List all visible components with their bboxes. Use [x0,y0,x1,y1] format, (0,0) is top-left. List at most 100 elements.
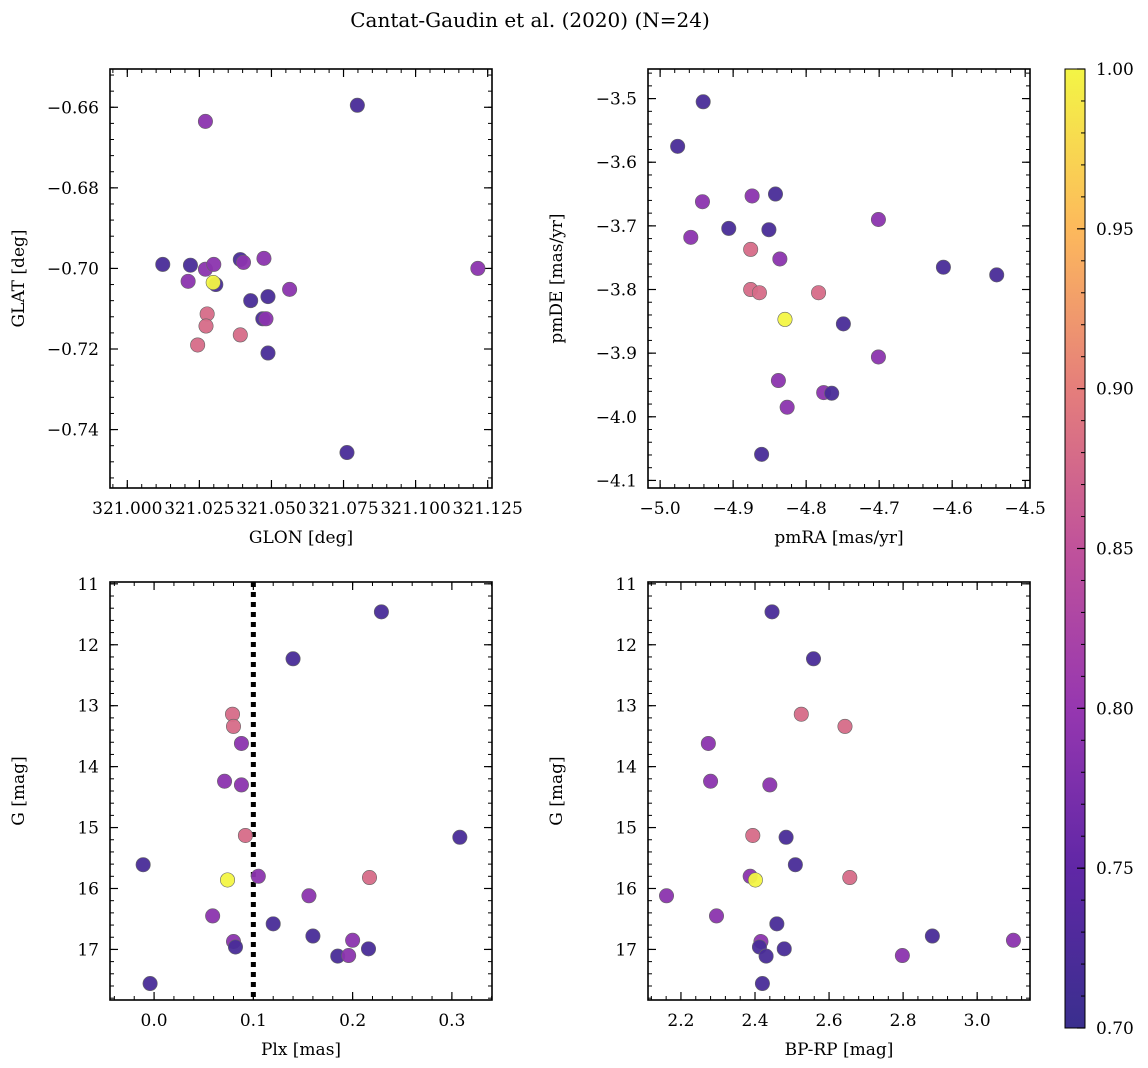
data-point [761,222,777,238]
data-point [452,829,468,845]
data-point [743,241,759,257]
x-tick-label: −5.0 [639,499,680,519]
data-point [745,827,761,843]
data-point [778,829,794,845]
x-tick-label: 2.8 [890,1011,917,1031]
y-tick-label: −0.66 [47,98,99,118]
x-tick-label: 321.075 [308,499,378,519]
y-tick-label: 17 [77,940,99,960]
y-axis-label: GLAT [deg] [9,229,29,327]
y-tick-label: 11 [77,575,99,595]
data-point [235,254,251,270]
data-point [182,257,198,273]
data-point [767,186,783,202]
x-tick-label: −4.6 [932,499,973,519]
data-point [772,251,788,267]
data-point [770,373,786,389]
data-point [762,777,778,793]
y-tick-label: −0.72 [47,340,99,360]
data-point [708,908,724,924]
y-tick-label: 14 [615,758,637,778]
colorbar-tick-label: 0.90 [1096,380,1134,400]
y-tick-label: 13 [77,697,99,717]
data-point [754,446,770,462]
data-point [811,285,827,301]
x-tick-label: −4.5 [1005,499,1046,519]
data-point [751,285,767,301]
data-point [373,604,389,620]
x-tick-label: 321.100 [380,499,450,519]
data-point [341,948,357,964]
data-point [180,273,196,289]
data-point [824,385,840,401]
data-point [747,872,763,888]
data-point [870,212,886,228]
data-point [135,857,151,873]
data-point [894,948,910,964]
data-point [744,188,760,204]
data-point [243,293,259,309]
data-point [301,888,317,904]
data-point [285,651,301,667]
y-tick-label: 15 [615,819,637,839]
data-point [754,976,770,992]
panel-color-magnitude: 2.2 2.4 2.6 2.8 3.0 11 12 13 14 15 16 17 BP-RP [mag]… [547,575,1031,1060]
data-point [339,445,355,461]
data-point [205,275,221,291]
y-tick-label: −0.70 [47,259,99,279]
x-tick-label: 0.0 [141,1011,168,1031]
data-point [220,872,236,888]
data-point [205,908,221,924]
data-point [217,773,233,789]
x-tick-label: −4.8 [786,499,827,519]
y-tick-label: 11 [615,575,637,595]
data-point [935,259,951,275]
y-tick-label: −0.74 [47,421,99,441]
axes-frame [647,581,1031,1001]
y-tick-label: 15 [77,819,99,839]
data-point [361,870,377,886]
data-point [206,256,222,272]
x-tick-label: 3.0 [964,1011,991,1031]
axes-frame [647,68,1031,489]
data-point [700,735,716,751]
y-tick-label: −3.7 [596,217,637,237]
x-tick-label: 0.3 [438,1011,465,1031]
colorbar-tick-label: 0.80 [1096,699,1134,719]
colorbar-tick-label: 0.85 [1096,540,1134,560]
y-tick-label: 17 [615,940,637,960]
data-point [265,916,281,932]
x-tick-label: 2.6 [816,1011,843,1031]
x-tick-label: 321.050 [236,499,306,519]
colorbar-tick-label: 0.75 [1096,859,1134,879]
colorbar-tick-label: 1.00 [1096,60,1134,80]
data-point [190,337,206,353]
data-point [758,948,774,964]
axes-frame [109,581,493,1001]
data-point [225,718,241,734]
x-tick-label: 2.4 [741,1011,768,1031]
y-tick-label: 16 [615,879,637,899]
y-tick-label: −3.8 [596,281,637,301]
x-tick-label: 321.125 [453,499,523,519]
y-axis-label: G [mag] [9,756,29,825]
data-point [670,138,686,154]
y-tick-label: −3.5 [596,90,637,110]
data-point [258,311,274,327]
data-point [683,229,699,245]
data-point [721,220,737,236]
x-axis-label: BP-RP [mag] [785,1040,894,1060]
x-axis-label: pmRA [mas/yr] [774,528,903,548]
data-point [989,267,1005,283]
x-tick-label: −4.9 [712,499,753,519]
y-tick-label: 13 [615,697,637,717]
data-point [233,735,249,751]
data-point [787,857,803,873]
axes-frame [109,68,493,489]
x-axis-label: Plx [mas] [261,1040,341,1060]
y-tick-label: −3.9 [596,344,637,364]
data-point [282,281,298,297]
data-point [806,651,822,667]
data-point [155,256,171,272]
